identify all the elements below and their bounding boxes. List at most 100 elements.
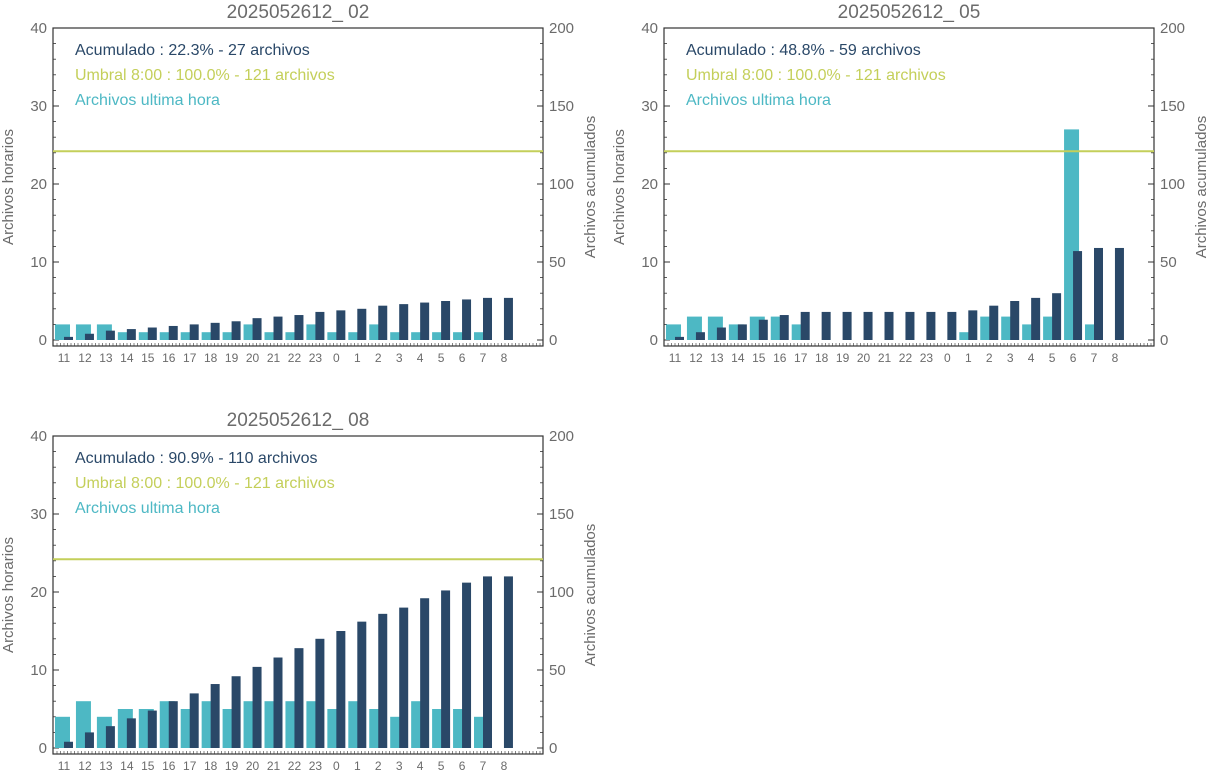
x-tick-label: 20 xyxy=(246,351,260,365)
x-tick-label: 20 xyxy=(857,351,871,365)
hourly-bar xyxy=(327,332,343,340)
x-tick-label: 5 xyxy=(438,759,445,771)
cumulative-bar xyxy=(84,333,94,340)
legend-entry: Archivos ultima hora xyxy=(75,500,220,517)
cumulative-bar xyxy=(231,321,241,340)
cumulative-bar xyxy=(189,324,199,340)
cumulative-bar xyxy=(210,684,220,748)
x-tick-label: 16 xyxy=(773,351,787,365)
x-tick-label: 20 xyxy=(246,759,260,771)
x-tick-label: 23 xyxy=(309,351,323,365)
chart-panel: 2025052612_ 05010203040050100150200Archi… xyxy=(611,2,1206,365)
cumulative-bar xyxy=(315,311,325,340)
cumulative-bar xyxy=(126,329,136,340)
cumulative-bar xyxy=(758,319,768,340)
cumulative-bar xyxy=(483,297,492,340)
cumulative-bar xyxy=(503,576,513,748)
hourly-bar xyxy=(453,332,469,340)
x-tick-label: 8 xyxy=(1112,351,1119,365)
x-tick-label: 3 xyxy=(1007,351,1014,365)
x-tick-label: 2 xyxy=(375,759,382,771)
left-tick-label: 10 xyxy=(30,662,47,679)
left-axis-label: Archivos horarios xyxy=(0,537,17,653)
hourly-bar xyxy=(117,332,133,340)
cumulative-bar xyxy=(420,598,430,748)
x-tick-label: 0 xyxy=(333,759,340,771)
x-tick-label: 7 xyxy=(480,351,487,365)
cumulative-bar xyxy=(842,311,852,340)
x-tick-label: 12 xyxy=(689,351,703,365)
x-tick-label: 4 xyxy=(1028,351,1035,365)
x-tick-label: 19 xyxy=(836,351,850,365)
left-tick-label: 40 xyxy=(30,20,47,37)
x-tick-label: 19 xyxy=(225,759,239,771)
plot-frame xyxy=(52,435,544,755)
x-tick-label: 7 xyxy=(1091,351,1098,365)
x-tick-label: 18 xyxy=(815,351,829,365)
left-tick-label: 0 xyxy=(39,740,47,757)
x-tick-label: 7 xyxy=(480,759,487,771)
cumulative-bar xyxy=(483,576,492,748)
cumulative-bar xyxy=(675,336,684,340)
left-tick-label: 40 xyxy=(641,20,658,37)
cumulative-bar xyxy=(210,322,220,340)
x-tick-label: 13 xyxy=(99,759,113,771)
x-tick-label: 15 xyxy=(752,351,766,365)
hourly-bar xyxy=(201,332,217,340)
right-tick-label: 100 xyxy=(549,584,574,601)
cumulative-bar xyxy=(168,701,178,748)
cumulative-bar xyxy=(989,305,999,340)
cumulative-bar xyxy=(737,324,747,340)
cumulative-bar xyxy=(378,613,388,748)
left-tick-label: 30 xyxy=(641,98,658,115)
right-tick-label: 0 xyxy=(549,332,557,349)
right-axis-label: Archivos acumulados xyxy=(582,524,599,667)
hourly-bar xyxy=(959,332,975,340)
x-tick-label: 17 xyxy=(183,351,197,365)
cumulative-bar xyxy=(399,607,409,748)
plot-frame xyxy=(663,27,1155,347)
chart-title: 2025052612_ 08 xyxy=(227,410,370,431)
x-tick-label: 21 xyxy=(267,759,281,771)
cumulative-bar xyxy=(105,726,115,748)
cumulative-bar xyxy=(884,311,894,340)
x-tick-label: 14 xyxy=(731,351,745,365)
hourly-bar xyxy=(55,324,70,340)
x-tick-label: 2 xyxy=(986,351,993,365)
legend-entry: Archivos ultima hora xyxy=(75,92,220,109)
cumulative-bar xyxy=(800,311,810,340)
x-tick-label: 3 xyxy=(396,351,403,365)
cumulative-bar xyxy=(821,311,831,340)
left-tick-label: 10 xyxy=(30,254,47,271)
left-tick-label: 30 xyxy=(30,98,47,115)
cumulative-bar xyxy=(336,631,346,748)
right-axis-label: Archivos acumulados xyxy=(582,116,599,259)
cumulative-bar xyxy=(147,327,157,340)
hourly-bar xyxy=(222,332,238,340)
cumulative-bar xyxy=(357,621,367,748)
x-tick-label: 8 xyxy=(501,759,508,771)
x-tick-label: 6 xyxy=(459,759,466,771)
cumulative-bar xyxy=(1010,301,1020,340)
cumulative-bar xyxy=(968,310,978,340)
right-tick-label: 150 xyxy=(1160,98,1185,115)
x-tick-label: 1 xyxy=(354,351,361,365)
left-tick-label: 0 xyxy=(650,332,658,349)
hourly-bar xyxy=(390,332,406,340)
cumulative-bar xyxy=(1094,247,1103,340)
x-tick-label: 21 xyxy=(878,351,892,365)
cumulative-bar xyxy=(315,638,325,748)
cumulative-bar xyxy=(252,666,262,748)
x-tick-label: 0 xyxy=(944,351,951,365)
cumulative-bar xyxy=(1031,297,1041,340)
x-tick-label: 11 xyxy=(669,351,682,365)
hourly-bar xyxy=(285,332,301,340)
right-tick-label: 150 xyxy=(549,506,574,523)
hourly-bar xyxy=(264,332,280,340)
cumulative-bar xyxy=(273,316,283,340)
x-tick-label: 5 xyxy=(438,351,445,365)
cumulative-bar xyxy=(1114,247,1124,340)
cumulative-bar xyxy=(84,732,94,748)
x-tick-label: 13 xyxy=(99,351,113,365)
x-tick-label: 22 xyxy=(288,759,302,771)
